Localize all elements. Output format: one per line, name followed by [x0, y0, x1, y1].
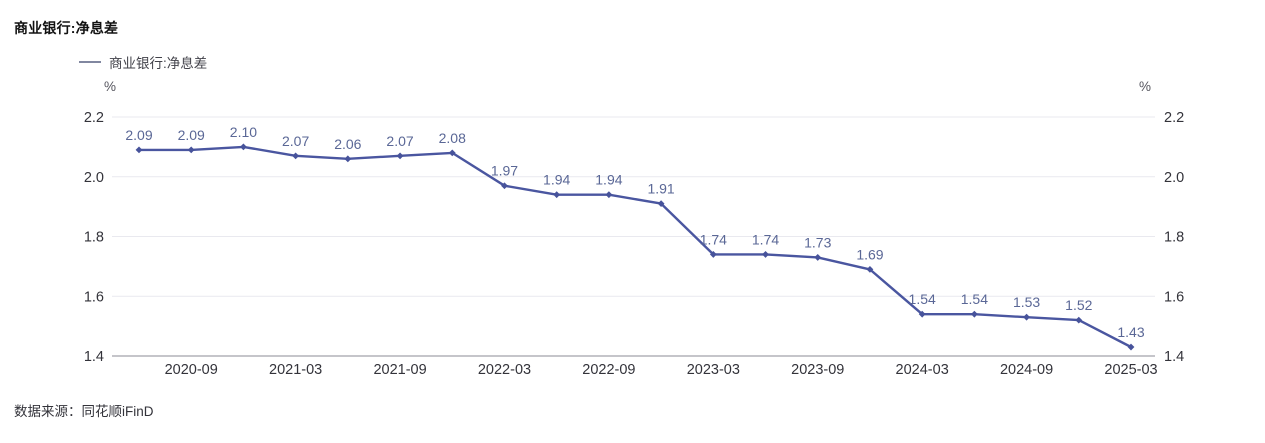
x-tick-label: 2023-09	[791, 362, 844, 378]
y-axis-unit-left: %	[104, 79, 117, 94]
data-point-marker	[1023, 313, 1030, 321]
data-label: 2.10	[230, 124, 257, 140]
series-line	[137, 145, 1133, 349]
x-tick-label: 2025-03	[1104, 362, 1157, 378]
data-label: 2.09	[125, 127, 152, 143]
y-tick-label-right: 1.6	[1164, 289, 1184, 305]
y-tick-label-right: 1.8	[1164, 230, 1184, 246]
data-point-marker	[970, 310, 978, 318]
data-point-marker	[918, 310, 926, 318]
data-point-marker	[135, 146, 143, 154]
page-title: 商业银行:净息差	[14, 20, 119, 36]
data-point-marker	[762, 251, 769, 258]
data-label: 2.07	[282, 133, 309, 149]
y-tick-label-left: 2.0	[84, 170, 104, 186]
y-tick-label-right: 1.4	[1164, 349, 1184, 365]
data-point-marker	[1127, 343, 1135, 351]
data-source: 数据来源：同花顺iFinD	[14, 400, 154, 420]
data-label: 1.53	[1013, 294, 1040, 310]
data-label: 1.74	[752, 231, 779, 247]
data-label: 1.54	[961, 291, 988, 307]
x-tick-label: 2022-03	[478, 362, 531, 378]
data-point-marker	[240, 143, 247, 151]
data-point-marker	[501, 182, 508, 190]
data-point-marker	[396, 152, 404, 160]
y-tick-label-right: 2.2	[1164, 110, 1184, 126]
data-point-marker	[709, 251, 717, 258]
x-tick-label: 2022-09	[582, 362, 635, 378]
data-source-label: 数据来源：	[14, 404, 82, 419]
legend-line-icon	[79, 61, 101, 63]
x-tick-label: 2024-03	[896, 362, 949, 378]
data-label: 1.52	[1065, 297, 1092, 313]
x-tick-label: 2021-09	[373, 362, 426, 378]
y-tick-label-right: 2.0	[1164, 170, 1184, 186]
data-point-marker	[292, 152, 300, 160]
x-tick-label: 2021-03	[269, 362, 322, 378]
data-point-marker	[866, 265, 874, 273]
legend: 商业银行:净息差	[79, 52, 207, 72]
data-label: 2.06	[334, 136, 361, 152]
data-label: 1.74	[700, 231, 727, 247]
data-label: 1.94	[595, 172, 622, 188]
data-label: 2.09	[178, 127, 205, 143]
data-label: 1.91	[647, 181, 674, 197]
data-point-marker	[344, 155, 352, 163]
data-label: 1.54	[909, 291, 936, 307]
x-tick-label: 2020-09	[165, 362, 218, 378]
y-axis-unit-right: %	[1139, 79, 1152, 94]
y-tick-label-left: 1.6	[84, 289, 104, 305]
data-source-value: 同花顺iFinD	[81, 404, 154, 419]
data-point-marker	[553, 191, 561, 199]
data-label: 1.43	[1117, 324, 1144, 340]
data-label: 1.69	[856, 246, 883, 262]
data-label: 1.73	[804, 234, 831, 250]
data-label: 1.94	[543, 172, 570, 188]
y-tick-label-left: 1.8	[84, 230, 104, 246]
data-point-marker	[187, 146, 195, 154]
y-tick-label-left: 2.2	[84, 110, 104, 126]
data-point-marker	[605, 191, 613, 199]
data-label: 2.08	[439, 130, 466, 146]
data-point-marker	[448, 149, 456, 157]
legend-label: 商业银行:净息差	[109, 56, 208, 71]
data-point-marker	[657, 200, 665, 208]
data-point-marker	[814, 254, 822, 261]
data-point-marker	[1075, 316, 1083, 324]
x-tick-label: 2024-09	[1000, 362, 1053, 378]
x-tick-label: 2023-03	[687, 362, 740, 378]
y-tick-label-left: 1.4	[84, 349, 104, 365]
data-label: 2.07	[386, 133, 413, 149]
data-label: 1.97	[491, 163, 518, 179]
